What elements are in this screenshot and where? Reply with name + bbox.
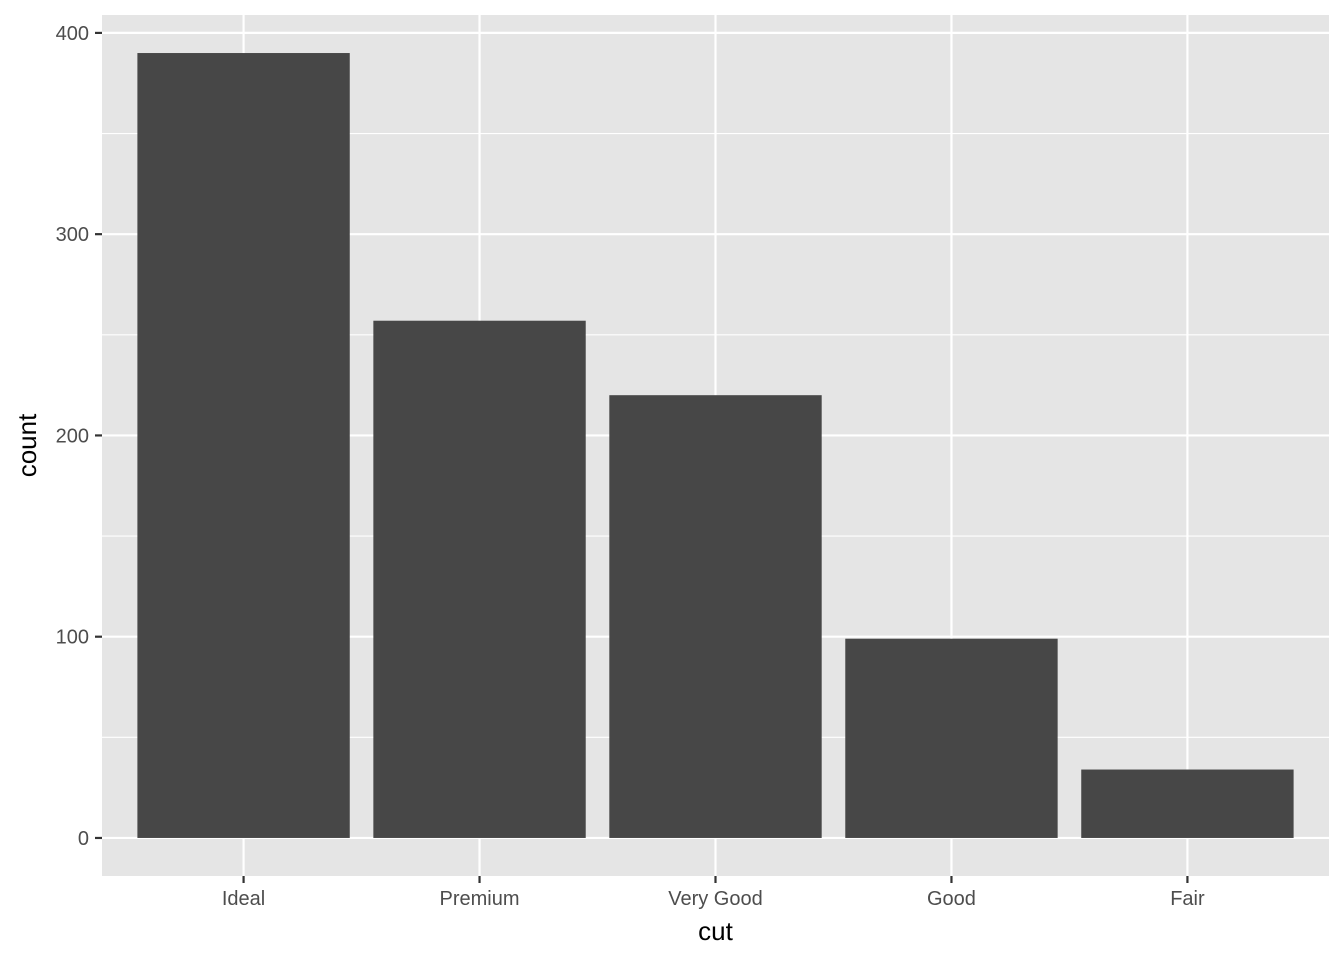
bar-very-good [609, 395, 822, 838]
x-tick-label: Good [927, 888, 976, 910]
bar-premium [373, 320, 586, 838]
y-axis: 0 100 200 300 400 [56, 23, 102, 850]
x-axis: Ideal Premium Very Good Good Fair [222, 876, 1205, 910]
bar-fair [1081, 769, 1294, 838]
bar-ideal [137, 53, 350, 838]
y-tick-label: 0 [78, 828, 89, 850]
y-tick-label: 100 [56, 627, 89, 649]
y-tick-label: 300 [56, 224, 89, 246]
x-axis-title: cut [698, 916, 733, 946]
x-tick-label: Very Good [668, 888, 763, 910]
y-axis-title: count [12, 413, 42, 477]
x-tick-label: Fair [1170, 888, 1205, 910]
y-tick-label: 200 [56, 425, 89, 447]
bars [137, 53, 1294, 838]
y-tick-label: 400 [56, 23, 89, 45]
x-tick-label: Premium [440, 888, 520, 910]
x-tick-label: Ideal [222, 888, 265, 910]
bar-good [845, 638, 1058, 838]
